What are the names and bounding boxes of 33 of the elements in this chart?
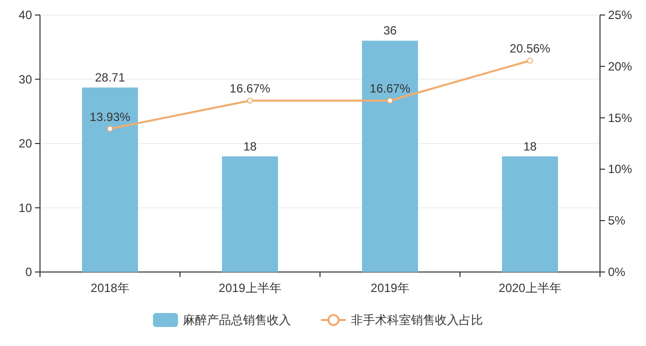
y-tick-label: 30	[18, 72, 32, 86]
data-label: 18	[523, 139, 537, 154]
legend-label: 麻醉产品总销售收入	[183, 313, 291, 327]
data-label: 28.71	[94, 70, 126, 85]
data-label: 16.67%	[230, 82, 271, 96]
y2-tick-label: 5%	[608, 214, 626, 228]
data-label: 13.93%	[90, 110, 131, 124]
bar	[502, 156, 558, 272]
y2-tick-label: 20%	[608, 59, 632, 74]
x-tick-label: 2019年	[370, 281, 410, 295]
y2-tick-label: 15%	[608, 110, 632, 125]
point	[247, 98, 253, 104]
y-tick-label: 20	[18, 136, 32, 150]
data-label: 20.56%	[510, 42, 551, 56]
point	[107, 126, 113, 132]
y-tick-label: 0	[25, 265, 32, 279]
data-label: 18	[243, 139, 257, 154]
legend-label: 非手术科室销售收入占比	[351, 313, 483, 327]
data-label: 16.67%	[370, 82, 411, 96]
bar	[222, 156, 278, 272]
y2-tick-label: 10%	[608, 162, 632, 176]
y2-tick-label: 25%	[608, 8, 632, 22]
x-tick-label: 2020上半年	[498, 281, 562, 295]
y2-tick-label: 0%	[608, 265, 626, 279]
y-tick-label: 10	[18, 200, 32, 215]
x-tick-label: 2018年	[90, 281, 130, 295]
bar	[362, 40, 418, 272]
data-label: 36	[383, 24, 397, 38]
point	[387, 98, 393, 104]
point	[527, 58, 533, 64]
bar	[82, 88, 138, 272]
x-tick-label: 2019上半年	[218, 281, 282, 295]
y-tick-label: 40	[18, 8, 32, 22]
